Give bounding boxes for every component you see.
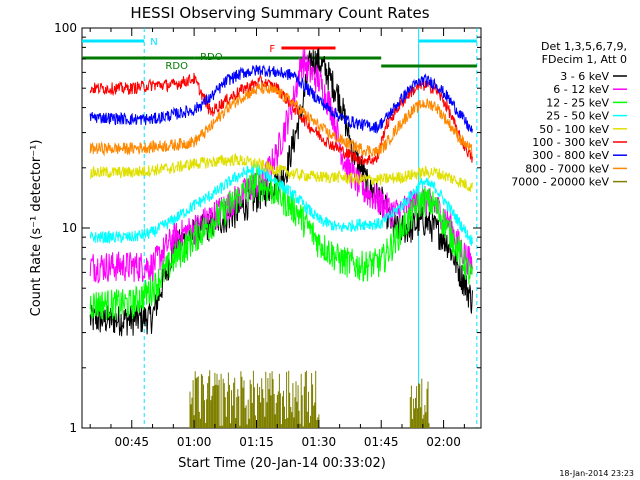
legend-entry-300-800-kev: 300 - 800 keV <box>532 149 609 162</box>
legend-entry-6-12-kev: 6 - 12 keV <box>553 83 609 96</box>
y-tick-label: 100 <box>54 21 77 35</box>
x-tick-label: 00:45 <box>114 435 149 449</box>
legend-entry-100-300-kev: 100 - 300 keV <box>532 136 609 149</box>
legend-entry-7000-20000-kev: 7000 - 20000 keV <box>511 176 609 189</box>
chart-title: HESSI Observing Summary Count Rates <box>130 4 429 22</box>
series-800-7000-kev <box>89 81 473 158</box>
x-tick-label: 01:45 <box>364 435 399 449</box>
series-12-25-kev <box>89 168 473 321</box>
axes-layer: 1 10 100 00:45 01:00 01:15 01:30 01:45 02:00 <box>54 21 481 449</box>
legend-entry-3-6-kev: 3 - 6 keV <box>560 70 609 83</box>
flag-f-label: F <box>269 44 275 55</box>
legend-entry-12-25-kev: 12 - 25 keV <box>546 96 609 109</box>
legend-header: Det 1,3,5,6,7,9, <box>541 40 627 53</box>
series-7000-20000-kev <box>189 370 430 428</box>
y-tick-label: 10 <box>62 221 77 235</box>
x-axis-label: Start Time (20-Jan-14 00:33:02) <box>178 456 386 471</box>
flag-rdo-label: RDO <box>165 61 188 72</box>
flag-n-label: N <box>150 37 157 48</box>
x-tick-label: 01:30 <box>302 435 337 449</box>
date-stamp: 18-Jan-2014 23:23 <box>559 469 634 478</box>
flag-rdo-label: RDO <box>200 52 223 63</box>
x-tick-label: 01:00 <box>177 435 212 449</box>
legend-header: FDecim 1, Att 0 <box>542 53 627 66</box>
legend-entry-25-50-kev: 25 - 50 keV <box>546 110 609 123</box>
series-25-50-kev <box>89 163 473 246</box>
series-layer <box>89 48 473 428</box>
legend-entry-800-7000-kev: 800 - 7000 keV <box>525 162 609 175</box>
y-axis-label: Count Rate (s⁻¹ detector⁻¹) <box>29 140 44 317</box>
x-tick-label: 01:15 <box>239 435 274 449</box>
series-50-100-kev <box>89 152 473 192</box>
legend: Det 1,3,5,6,7,9,FDecim 1, Att 0 3 - 6 keV… <box>511 40 627 189</box>
legend-entry-50-100-kev: 50 - 100 keV <box>539 123 609 136</box>
y-tick-label: 1 <box>69 421 77 435</box>
x-tick-label: 02:00 <box>426 435 461 449</box>
series-300-800-kev <box>89 64 473 135</box>
